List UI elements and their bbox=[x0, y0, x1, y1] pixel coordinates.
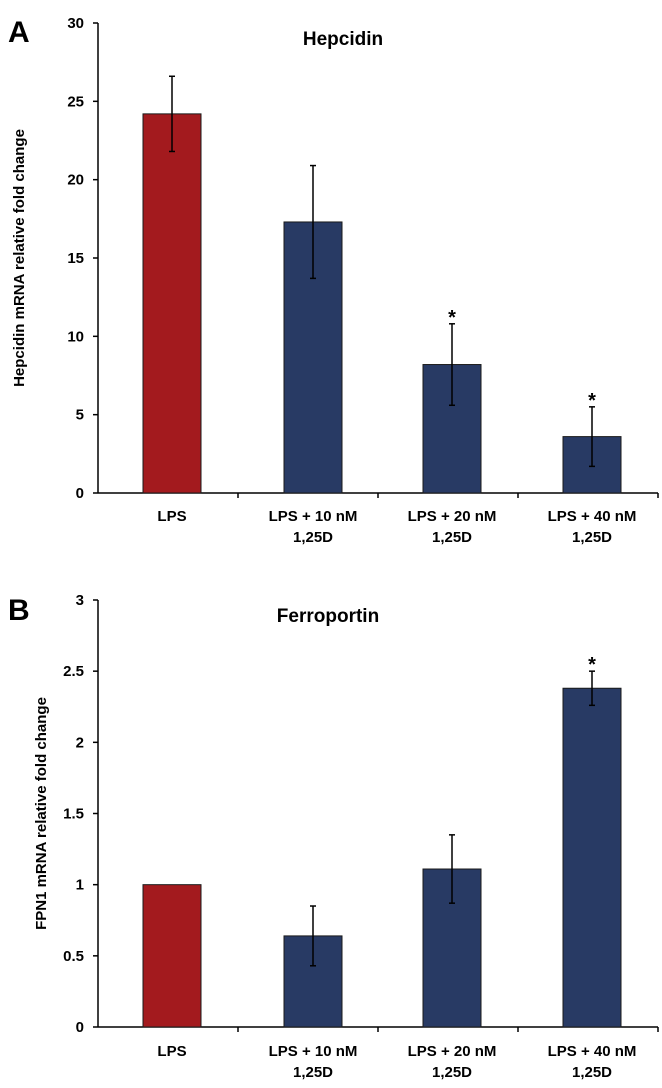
y-tick-label: 2.5 bbox=[63, 663, 84, 680]
significance-marker: * bbox=[588, 390, 596, 412]
x-category-label-line: 1,25D bbox=[293, 529, 333, 546]
x-category-label-line: LPS + 10 nM bbox=[269, 508, 358, 525]
x-category-label: LPS + 20 nM 1,25D bbox=[408, 508, 497, 546]
x-category-label-line: 1,25D bbox=[572, 529, 612, 546]
chart-title: Ferroportin bbox=[277, 606, 379, 627]
bar bbox=[142, 884, 202, 1028]
y-tick-label: 30 bbox=[67, 15, 84, 32]
x-category-label-line: LPS + 20 nM bbox=[408, 508, 497, 525]
y-tick-label: 1.5 bbox=[63, 806, 84, 823]
chart-panel-b: B Ferroportin FPN1 mRNA relative fold chan… bbox=[8, 592, 659, 1081]
x-category-label-line: 1,25D bbox=[293, 1064, 333, 1081]
y-axis-label: Hepcidin mRNA relative fold change bbox=[11, 129, 28, 387]
panel-letter: B bbox=[8, 594, 30, 627]
y-tick-label: 3 bbox=[76, 592, 84, 609]
x-category-label-line: LPS + 10 nM bbox=[269, 1043, 358, 1060]
y-tick-label: 0 bbox=[76, 485, 84, 502]
bar bbox=[562, 687, 622, 1028]
x-category-label: LPS + 40 nM 1,25D bbox=[548, 508, 637, 546]
bar bbox=[142, 113, 202, 494]
y-tick-label: 10 bbox=[67, 328, 84, 345]
y-tick-label: 5 bbox=[76, 407, 84, 424]
x-category-label-line: LPS + 40 nM bbox=[548, 1043, 637, 1060]
x-category-label-line: LPS bbox=[157, 1043, 186, 1060]
y-tick-label: 25 bbox=[67, 93, 84, 110]
panel-letter: A bbox=[8, 16, 30, 49]
x-category-label: LPS bbox=[157, 1043, 186, 1060]
x-category-label-line: LPS + 20 nM bbox=[408, 1043, 497, 1060]
y-tick-label: 1 bbox=[76, 877, 84, 894]
x-category-label-line: 1,25D bbox=[432, 1064, 472, 1081]
x-category-label: LPS bbox=[157, 508, 186, 525]
y-tick-label: 0.5 bbox=[63, 948, 84, 965]
significance-marker: * bbox=[448, 307, 456, 329]
x-category-label-line: LPS bbox=[157, 508, 186, 525]
y-tick-label: 0 bbox=[76, 1019, 84, 1036]
y-tick-label: 20 bbox=[67, 172, 84, 189]
significance-marker: * bbox=[588, 654, 596, 676]
x-category-label-line: 1,25D bbox=[432, 529, 472, 546]
chart-title: Hepcidin bbox=[303, 29, 383, 50]
x-category-label: LPS + 10 nM 1,25D bbox=[269, 1043, 358, 1081]
y-axis-label: FPN1 mRNA relative fold change bbox=[33, 697, 50, 930]
x-category-label-line: LPS + 40 nM bbox=[548, 508, 637, 525]
y-tick-label: 15 bbox=[67, 250, 84, 267]
x-category-label: LPS + 20 nM 1,25D bbox=[408, 1043, 497, 1081]
y-tick-label: 2 bbox=[76, 734, 84, 751]
x-category-label: LPS + 40 nM 1,25D bbox=[548, 1043, 637, 1081]
x-category-label-line: 1,25D bbox=[572, 1064, 612, 1081]
chart-panel-a: A Hepcidin Hepcidin mRNA relative fold cha… bbox=[8, 15, 659, 546]
x-category-label: LPS + 10 nM 1,25D bbox=[269, 508, 358, 546]
